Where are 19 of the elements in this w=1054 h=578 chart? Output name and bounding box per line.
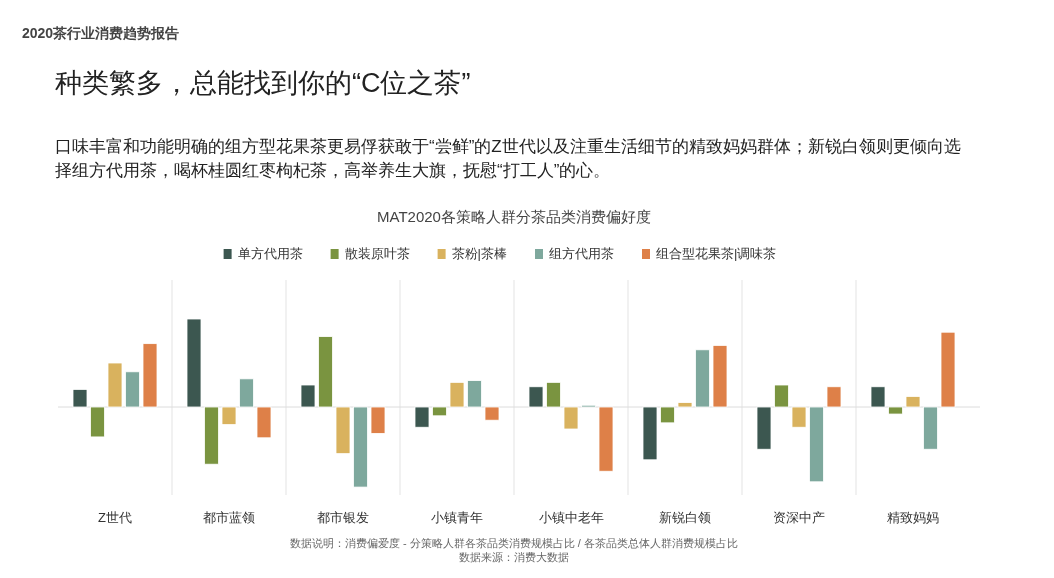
x-tick-label: 新锐白领 [659, 510, 711, 525]
x-tick-label: Z世代 [98, 510, 132, 525]
legend-label: 组方代用茶 [549, 246, 614, 261]
legend-label: 茶粉|茶棒 [451, 246, 507, 261]
x-tick-label: 都市蓝领 [203, 510, 255, 525]
text: 种类繁多，总能找到你的“C位之茶” [55, 68, 471, 98]
legend-label: 组合型花果茶|调味茶 [656, 246, 777, 261]
text: 2020茶行业消费趋势报告 [22, 25, 180, 41]
legend-label: 单方代用茶 [237, 246, 303, 261]
legend-label: 散装原叶茶 [344, 246, 410, 261]
x-tick-label: 精致妈妈 [887, 510, 939, 525]
x-tick-label: 资深中产 [773, 510, 825, 525]
text: 口味丰富和功能明确的组方型花果茶更易俘获敢于“尝鲜”的Z世代以及注重生活细节的精致妈妈群体；新锐白领则更倾向选择组方代用茶，喝杯桂圆红枣枸杞茶，高举养生大旗，抚慰“打工人”的心。 [55, 137, 961, 180]
x-tick-label: 都市银发 [317, 510, 369, 525]
x-tick-label: 小镇青年 [431, 510, 483, 525]
source-note: 数据来源：消费大数据 [459, 551, 569, 563]
text: 数据说明：消费偏爱度 - 分策略人群各茶品类消费规模占比 / 各茶品类总体人群消费规模占比 [290, 537, 738, 549]
x-tick-label: 小镇中老年 [538, 510, 604, 525]
chart-title: MAT2020各策略人群分茶品类消费偏好度 [377, 208, 651, 225]
